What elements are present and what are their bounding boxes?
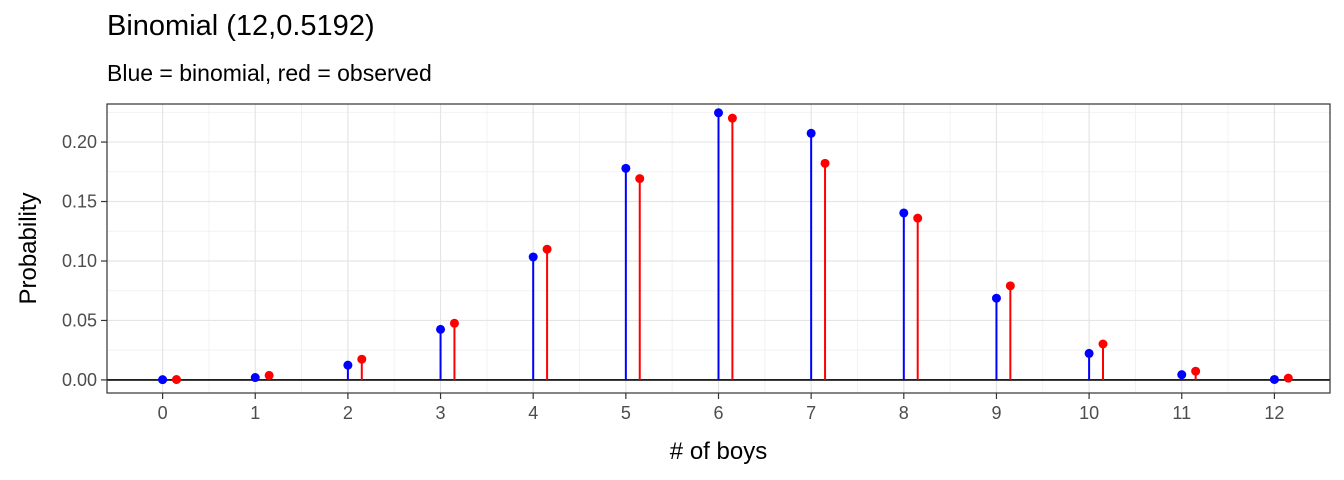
x-axis-label: # of boys [670,438,767,465]
point-binomial [436,324,446,334]
x-tick-label: 8 [899,403,909,423]
point-binomial [899,208,909,218]
y-tick-label: 0.20 [62,132,97,152]
point-binomial [1177,370,1187,380]
points-layer [158,108,1293,385]
x-tick-label: 7 [806,403,816,423]
y-tick-label: 0.05 [62,310,97,330]
y-tick-label: 0.00 [62,370,97,390]
y-tick-label: 0.10 [62,251,97,271]
point-binomial [528,252,538,262]
point-observed [449,318,459,328]
point-binomial [991,293,1001,303]
x-tick-label: 4 [528,403,538,423]
y-axis: 0.00 0.05 0.10 0.15 0.20 [62,132,107,390]
point-observed [1191,366,1201,376]
point-observed [1283,373,1293,383]
point-binomial [343,360,353,370]
x-tick-label: 11 [1172,403,1191,423]
chart-subtitle: Blue = binomial, red = observed [107,60,432,86]
point-binomial [806,128,816,138]
x-tick-label: 1 [250,403,260,423]
point-observed [357,354,367,364]
point-observed [635,174,645,184]
y-axis-label: Probability [15,192,42,304]
x-tick-label: 9 [991,403,1001,423]
point-observed [1098,339,1108,349]
x-tick-label: 0 [158,403,168,423]
x-tick-label: 6 [713,403,723,423]
point-observed [820,158,830,168]
point-observed [727,113,737,123]
point-observed [171,375,181,385]
y-tick-label: 0.15 [62,192,97,212]
point-binomial [250,373,260,383]
point-observed [1005,281,1015,291]
point-observed [264,370,274,380]
x-tick-label: 12 [1264,403,1284,423]
point-binomial [714,108,723,118]
x-tick-label: 10 [1079,403,1099,423]
chart-title: Binomial (12,0.5192) [107,10,375,42]
point-observed [913,213,923,223]
point-binomial [621,163,631,173]
point-binomial [1269,374,1279,384]
x-tick-label: 3 [436,403,446,423]
point-observed [542,244,552,254]
stems-layer [161,112,1290,380]
x-tick-label: 2 [343,403,353,423]
point-binomial [1084,348,1094,358]
point-binomial [158,375,168,385]
x-axis: 0 1 2 3 4 5 6 7 8 9 10 11 12 [158,393,1284,423]
x-tick-label: 5 [621,403,631,423]
minor-gridlines [107,104,1330,393]
